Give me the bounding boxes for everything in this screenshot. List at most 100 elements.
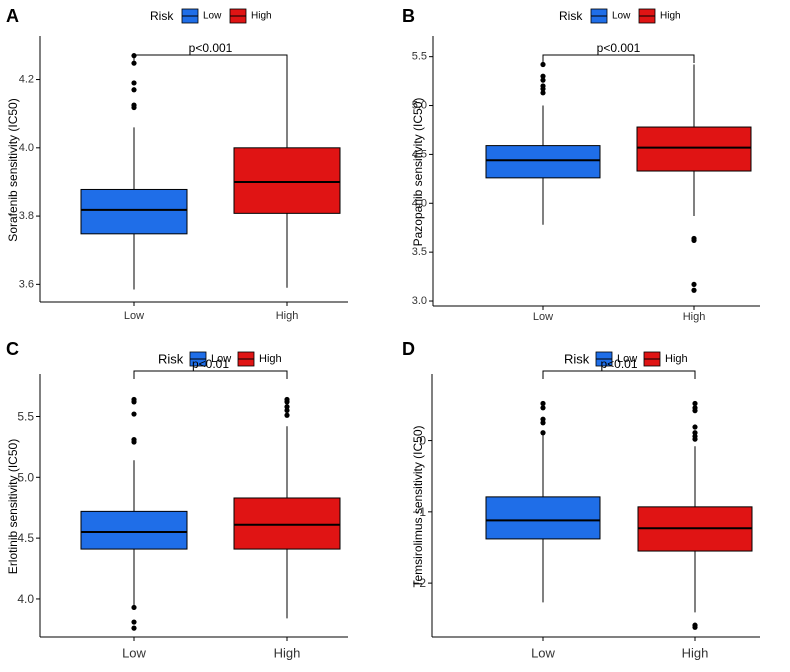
legend-label-low: Low bbox=[203, 11, 222, 22]
legend-label-high: High bbox=[660, 11, 681, 22]
p-value-label: p<0.001 bbox=[189, 41, 233, 55]
bracket-line bbox=[542, 54, 695, 63]
legend: Risk Low High bbox=[158, 352, 282, 367]
outlier-point bbox=[131, 437, 137, 443]
outlier-point bbox=[131, 619, 137, 625]
p-value-label: p<0.01 bbox=[600, 357, 637, 371]
y-tick-label: 4.0 bbox=[17, 592, 34, 606]
bracket-line bbox=[133, 370, 288, 379]
y-tick-label: 3.5 bbox=[412, 246, 427, 258]
outlier-point bbox=[540, 430, 546, 436]
outlier-point bbox=[540, 83, 546, 89]
box-iqr bbox=[80, 510, 188, 550]
outlier-point bbox=[284, 412, 290, 418]
y-tick-label: 5.5 bbox=[17, 409, 34, 423]
legend-title: Risk bbox=[158, 352, 184, 367]
y-tick-label: 3.6 bbox=[19, 278, 34, 290]
outlier-point bbox=[131, 411, 137, 417]
outlier-point bbox=[540, 400, 546, 407]
outlier-point bbox=[284, 407, 290, 414]
y-tick-label: −2 bbox=[412, 576, 426, 590]
outlier-point bbox=[131, 80, 137, 86]
outlier-point bbox=[540, 61, 546, 68]
box-low bbox=[485, 400, 601, 603]
panel-letter: B bbox=[402, 6, 415, 26]
significance-bracket: p<0.001 bbox=[542, 41, 695, 63]
x-tick-label-high: High bbox=[683, 311, 706, 323]
panel-letter: D bbox=[402, 339, 415, 359]
y-tick-label: 4.5 bbox=[412, 148, 427, 160]
box-low bbox=[80, 53, 188, 290]
outlier-point bbox=[692, 400, 698, 407]
box-high bbox=[233, 55, 341, 288]
y-axis-label: Pazopanib sensitivity (IC50) bbox=[411, 98, 425, 247]
y-axis-label: Erlotinib sensitivity (IC50) bbox=[6, 439, 20, 574]
y-tick-label: 4.0 bbox=[19, 142, 34, 154]
x-tick-label-low: Low bbox=[122, 646, 146, 661]
legend-title: Risk bbox=[559, 9, 583, 23]
bracket-line bbox=[542, 370, 696, 379]
box-high bbox=[637, 400, 753, 630]
outlier-point bbox=[692, 624, 698, 630]
outlier-point bbox=[540, 77, 546, 83]
y-tick-label: −1 bbox=[412, 505, 426, 519]
panel-letter: A bbox=[6, 6, 19, 26]
box-high bbox=[636, 64, 752, 293]
box-iqr bbox=[233, 147, 341, 214]
x-tick-label-low: Low bbox=[533, 311, 553, 323]
legend-label-high: High bbox=[665, 353, 688, 365]
outlier-point bbox=[691, 287, 697, 293]
panel-b: B Risk Low High 3.0 3.5 4.0 4.5 5.0 5.5 Pazopanib … bbox=[402, 6, 760, 323]
legend-title: Risk bbox=[150, 9, 174, 23]
legend: Risk Low High bbox=[150, 8, 272, 24]
legend-label-high: High bbox=[259, 353, 282, 365]
legend-label-high: High bbox=[251, 11, 272, 22]
outlier-point bbox=[131, 102, 137, 108]
panel-a: A Risk Low High 3.6 3.8 4.0 4.2 Sorafenib sensit… bbox=[6, 6, 348, 322]
outlier-point bbox=[692, 430, 698, 436]
box-iqr bbox=[485, 496, 601, 540]
outlier-point bbox=[131, 60, 137, 66]
outlier-point bbox=[540, 73, 546, 79]
p-value-label: p<0.001 bbox=[597, 41, 641, 55]
outlier-point bbox=[540, 90, 546, 96]
y-tick-label: 3.0 bbox=[412, 295, 427, 307]
outlier-point bbox=[691, 235, 697, 242]
y-axis-label: Temsirolimus sensitivity (IC50) bbox=[411, 425, 425, 587]
panel-c: C Risk Low High 4.0 4.5 5.0 5.5 Erlotinib sensit… bbox=[6, 339, 348, 661]
outlier-point bbox=[540, 420, 546, 426]
significance-bracket: p<0.001 bbox=[133, 41, 288, 63]
y-tick-label: 4.0 bbox=[412, 197, 427, 209]
outlier-point bbox=[131, 604, 137, 611]
box-iqr bbox=[233, 497, 341, 550]
box-low bbox=[485, 61, 601, 225]
outlier-point bbox=[692, 433, 698, 439]
y-tick-label: 5.5 bbox=[412, 51, 427, 63]
bracket-line bbox=[133, 54, 288, 63]
legend: Risk Low High bbox=[564, 352, 688, 367]
outlier-point bbox=[131, 87, 137, 93]
x-tick-label-low: Low bbox=[124, 310, 144, 322]
significance-bracket: p<0.01 bbox=[133, 357, 288, 379]
legend-label-low: Low bbox=[211, 353, 231, 365]
y-tick-label: 4.5 bbox=[17, 531, 34, 545]
outlier-point bbox=[284, 396, 290, 403]
box-low bbox=[80, 396, 188, 631]
box-iqr bbox=[636, 126, 752, 172]
box-iqr bbox=[485, 145, 601, 179]
y-tick-label: 3.8 bbox=[19, 210, 34, 222]
legend-label-low: Low bbox=[617, 353, 637, 365]
legend-title: Risk bbox=[564, 352, 590, 367]
outlier-point bbox=[284, 404, 290, 410]
y-tick-label: 5.0 bbox=[412, 100, 427, 112]
y-tick-label: 4.2 bbox=[19, 74, 34, 86]
y-tick-label: 0 bbox=[419, 434, 426, 448]
legend: Risk Low High bbox=[559, 8, 681, 24]
x-tick-label-high: High bbox=[274, 646, 301, 661]
outlier-point bbox=[131, 396, 137, 403]
box-high bbox=[233, 396, 341, 619]
significance-bracket: p<0.01 bbox=[542, 357, 696, 379]
y-tick-label: 5.0 bbox=[17, 470, 34, 484]
